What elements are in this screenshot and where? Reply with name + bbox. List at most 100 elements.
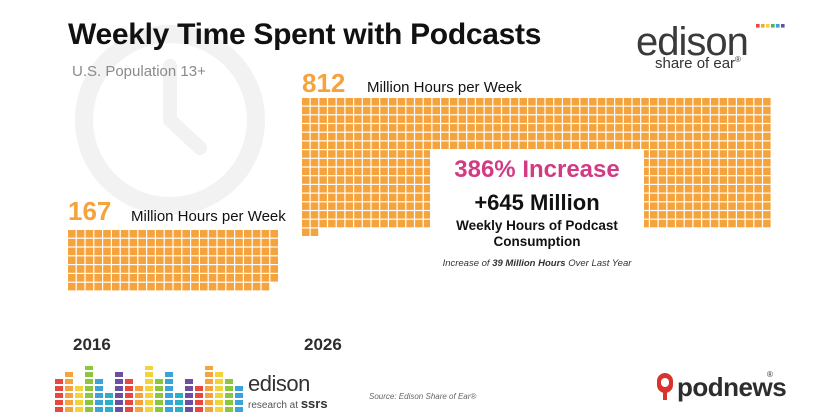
waffle-2026-cell bbox=[745, 132, 754, 141]
waffle-2016 bbox=[68, 230, 278, 291]
waffle-2026-cell bbox=[650, 211, 658, 219]
equalizer-segment bbox=[55, 379, 63, 384]
waffle-2026-cell bbox=[728, 167, 736, 176]
equalizer-segment bbox=[115, 379, 123, 384]
waffle-2026-cell bbox=[319, 106, 327, 115]
waffle-2026-cell bbox=[310, 167, 319, 176]
waffle-2016-cell bbox=[85, 230, 94, 238]
waffle-2026-cell bbox=[371, 167, 380, 176]
waffle-2026-cell bbox=[754, 219, 762, 228]
waffle-2026-cell bbox=[345, 158, 353, 167]
waffle-2026-cell bbox=[589, 98, 597, 106]
waffle-2026-cell bbox=[336, 141, 345, 149]
waffle-2016-cell bbox=[120, 238, 129, 247]
waffle-2026-cell bbox=[423, 106, 432, 115]
waffle-2026-cell bbox=[615, 124, 623, 132]
unit-label-2026: Million Hours per Week bbox=[367, 79, 522, 96]
waffle-2026-cell bbox=[406, 98, 414, 106]
waffle-2016-cell bbox=[200, 256, 208, 264]
waffle-2016-cell bbox=[112, 230, 120, 238]
waffle-2026-cell bbox=[754, 141, 762, 149]
waffle-2026-cell bbox=[563, 106, 571, 115]
waffle-2026-cell bbox=[536, 106, 545, 115]
waffle-2026-cell bbox=[493, 115, 501, 123]
waffle-2026-cell bbox=[362, 132, 371, 141]
waffle-2016-cell bbox=[85, 265, 94, 273]
waffle-2026-cell bbox=[684, 132, 693, 141]
waffle-2026-cell bbox=[380, 150, 388, 158]
waffle-2026-cell bbox=[667, 219, 675, 228]
waffle-2026-cell bbox=[580, 106, 588, 115]
waffle-2026-cell bbox=[658, 98, 667, 106]
waffle-2026-cell bbox=[371, 150, 380, 158]
waffle-2016-cell bbox=[261, 282, 270, 291]
waffle-2026-cell bbox=[345, 211, 353, 219]
waffle-2026-cell bbox=[763, 106, 771, 115]
waffle-2026-cell bbox=[763, 132, 771, 141]
waffle-2026-cell bbox=[641, 98, 649, 106]
waffle-2026-cell bbox=[693, 98, 701, 106]
waffle-2026-cell bbox=[362, 211, 371, 219]
waffle-2026-cell bbox=[389, 202, 397, 210]
waffle-2026-cell bbox=[328, 185, 336, 193]
equalizer-segment bbox=[105, 393, 113, 398]
waffle-2026-cell bbox=[667, 124, 675, 132]
equalizer-segment bbox=[235, 407, 243, 412]
increase-description: Weekly Hours of Podcast Consumption bbox=[456, 218, 618, 249]
unit-label-2016: Million Hours per Week bbox=[131, 208, 286, 225]
waffle-2026-cell bbox=[710, 132, 719, 141]
waffle-2026-cell bbox=[650, 185, 658, 193]
waffle-2016-cell bbox=[252, 256, 261, 264]
equalizer-segment bbox=[165, 379, 173, 384]
waffle-2026-cell bbox=[684, 150, 693, 158]
waffle-2016-cell bbox=[103, 247, 111, 256]
waffle-2016-cell bbox=[138, 230, 146, 238]
waffle-2026-cell bbox=[658, 106, 667, 115]
waffle-2016-cell bbox=[164, 282, 173, 291]
waffle-2026-cell bbox=[667, 150, 675, 158]
equalizer-segment bbox=[105, 400, 113, 405]
waffle-2026-cell bbox=[623, 106, 632, 115]
waffle-2026-cell bbox=[667, 141, 675, 149]
waffle-2016-cell bbox=[156, 238, 164, 247]
waffle-2026-cell bbox=[545, 141, 554, 149]
waffle-2026-cell bbox=[319, 193, 327, 202]
waffle-2026-cell bbox=[528, 98, 536, 106]
waffle-2016-cell bbox=[173, 274, 182, 282]
waffle-2026-cell bbox=[484, 115, 493, 123]
waffle-2026-cell bbox=[493, 141, 501, 149]
waffle-2026-cell bbox=[684, 185, 693, 193]
waffle-2026-cell bbox=[632, 98, 641, 106]
waffle-2026-cell bbox=[571, 106, 580, 115]
waffle-2026-cell bbox=[693, 132, 701, 141]
waffle-2016-cell bbox=[226, 265, 234, 273]
equalizer-segment bbox=[55, 386, 63, 391]
equalizer-segment bbox=[215, 400, 223, 405]
waffle-2026-cell bbox=[510, 141, 519, 149]
waffle-2026-cell bbox=[319, 202, 327, 210]
waffle-2026-cell bbox=[371, 219, 380, 228]
waffle-2026-cell bbox=[536, 141, 545, 149]
waffle-2026-cell bbox=[650, 115, 658, 123]
waffle-2026-cell bbox=[397, 106, 406, 115]
waffle-2026-cell bbox=[415, 124, 423, 132]
waffle-2026-cell bbox=[641, 176, 649, 184]
waffle-2026-cell bbox=[328, 115, 336, 123]
waffle-2026-cell bbox=[354, 202, 362, 210]
waffle-2016-cell bbox=[252, 274, 261, 282]
waffle-2016-cell bbox=[129, 238, 138, 247]
waffle-2026-cell bbox=[371, 202, 380, 210]
equalizer-segment bbox=[185, 407, 193, 412]
equalizer-segment bbox=[85, 372, 93, 377]
waffle-2016-cell bbox=[164, 256, 173, 264]
waffle-2026-cell bbox=[737, 219, 745, 228]
waffle-2026-cell bbox=[362, 115, 371, 123]
category-label-2016: 2016 bbox=[73, 335, 111, 354]
waffle-2026-cell bbox=[423, 167, 432, 176]
equalizer-segment bbox=[135, 407, 143, 412]
waffle-2026-cell bbox=[389, 141, 397, 149]
waffle-2026-cell bbox=[684, 98, 693, 106]
waffle-2016-cell bbox=[103, 256, 111, 264]
equalizer-segment bbox=[125, 407, 133, 412]
equalizer-segment bbox=[115, 372, 123, 377]
